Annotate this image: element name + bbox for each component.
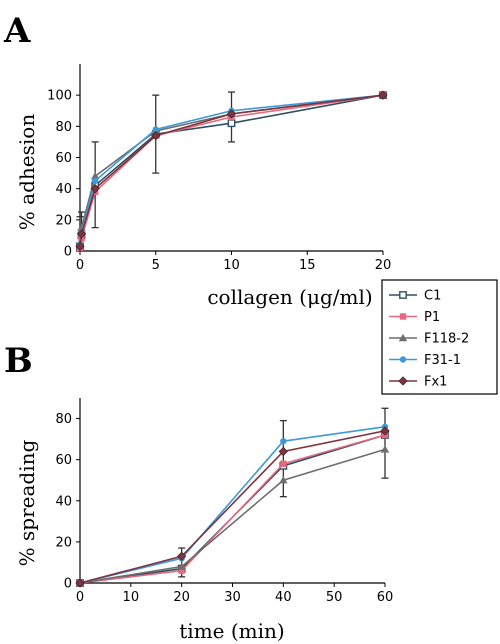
chart-a-xtick-label: 0 [76, 258, 84, 273]
chart-a-xtick-label: 10 [223, 258, 240, 273]
panel-label-b: B [4, 341, 33, 381]
chart-b-series-line-fx1 [79, 430, 386, 584]
chart-a-point-f31-1 [91, 177, 99, 185]
chart-b-ytick-label: 0 [64, 577, 72, 592]
legend-marker-f31-1 [399, 356, 407, 363]
chart-b-xtick-label: 0 [76, 590, 84, 605]
chart-b-ytick-label: 80 [55, 412, 72, 427]
chart-a-point-f118-2 [90, 172, 100, 180]
chart-b-point-p1 [280, 460, 287, 467]
chart-a-ytick-label: 40 [55, 182, 72, 197]
chart-b-ylabel: % spreading [15, 439, 39, 566]
chart-b-xtick-label: 50 [326, 590, 343, 605]
chart-b-point-fx1 [177, 551, 187, 561]
chart-a-ylabel: % adhesion [15, 114, 39, 231]
legend-marker-f118-2 [398, 333, 408, 342]
legend: C1 P1 F118-2 F31-1 Fx1 [381, 279, 498, 395]
chart-b-point-fx1 [278, 446, 288, 457]
chart-b-error-bar [381, 407, 389, 479]
chart-b-ytick-label: 20 [55, 535, 72, 550]
chart-b-point-f118-2 [279, 476, 288, 484]
chart-a-xlabel: collagen (μg/ml) [207, 285, 372, 309]
chart-b-point-fx1 [380, 426, 390, 436]
chart-b-error-bar [279, 419, 287, 498]
chart-a-point-fx1 [151, 131, 161, 141]
chart-b-xtick-label: 20 [173, 590, 190, 605]
panel-label-a: A [3, 11, 31, 51]
chart-b-point-f31-1 [280, 437, 287, 445]
chart-b-xlabel: time (min) [179, 619, 284, 643]
chart-a-xtick-label: 5 [152, 258, 160, 273]
chart-a-point-fx1 [76, 229, 87, 239]
chart-a-ytick-label: 80 [55, 120, 72, 135]
chart-b-ytick-label: 60 [55, 453, 72, 468]
chart-b-ytick-label: 40 [55, 494, 72, 509]
legend-item-c1: C1 [389, 289, 441, 304]
chart-a-ytick-label: 100 [47, 89, 72, 104]
chart-b-point-p1 [178, 567, 185, 574]
chart-b-xtick-label: 60 [377, 590, 394, 605]
chart-a: % adhesion collagen (μg/ml) 020406080100… [15, 64, 391, 309]
legend-box [381, 279, 498, 395]
legend-marker-c1 [399, 291, 407, 299]
chart-a-point-c1 [227, 119, 236, 128]
legend-item-fx1: Fx1 [389, 375, 447, 390]
chart-a-point-fx1 [226, 109, 237, 119]
legend-item-f31-1: F31-1 [389, 353, 461, 368]
chart-a-point-fx1 [378, 90, 388, 100]
legend-label-f31-1: F31-1 [424, 353, 461, 368]
chart-b-xtick-label: 30 [224, 590, 241, 605]
chart-b-series-line-f31-1 [79, 425, 386, 584]
chart-a-point-fx1 [75, 241, 85, 251]
chart-a-xtick-label: 15 [299, 258, 316, 273]
legend-label-p1: P1 [424, 310, 440, 325]
legend-marker-fx1 [398, 376, 408, 386]
chart-b-xtick-label: 40 [275, 590, 292, 605]
legend-label-fx1: Fx1 [424, 375, 447, 390]
chart-a-ytick-label: 20 [55, 213, 72, 228]
chart-a-xtick-label: 20 [375, 258, 392, 273]
legend-item-p1: P1 [389, 310, 440, 325]
legend-label-f118-2: F118-2 [424, 332, 469, 347]
chart-b: % spreading time (min) 0 20 40 60 80 0 10 20 30 4… [15, 398, 393, 643]
chart-b-series-line-c1 [79, 434, 386, 584]
chart-a-point-fx1 [90, 184, 100, 194]
chart-a-point-f31-1 [152, 126, 159, 133]
chart-b-point-fx1 [75, 578, 85, 588]
chart-b-point-f118-2 [380, 445, 390, 453]
chart-a-ytick-label: 0 [64, 245, 72, 260]
legend-label-c1: C1 [424, 289, 441, 304]
legend-item-f118-2: F118-2 [389, 332, 469, 347]
chart-b-series-line-f118-2 [79, 448, 386, 584]
chart-b-xtick-label: 10 [123, 590, 140, 605]
chart-a-ytick-label: 60 [55, 151, 72, 166]
legend-marker-p1 [399, 313, 407, 320]
chart-b-point-f118-2 [177, 562, 186, 570]
chart-b-series-line-p1 [79, 434, 386, 584]
